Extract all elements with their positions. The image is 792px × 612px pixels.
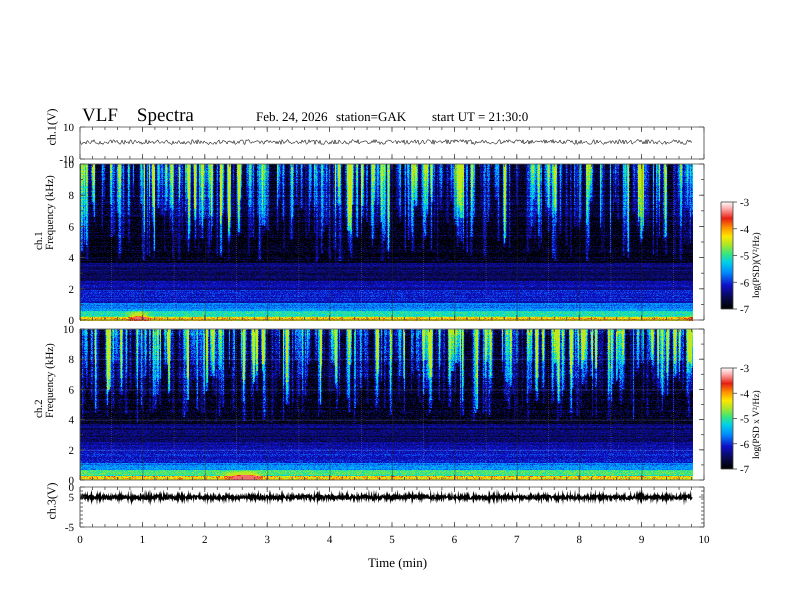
svg-text:0: 0 <box>69 482 75 494</box>
svg-text:-5: -5 <box>740 251 750 263</box>
svg-text:8: 8 <box>576 534 582 546</box>
svg-text:5: 5 <box>389 534 395 546</box>
svg-text:-6: -6 <box>740 277 750 289</box>
svg-text:10: 10 <box>63 159 75 171</box>
svg-text:2: 2 <box>202 534 208 546</box>
svg-text:4: 4 <box>69 415 75 427</box>
svg-text:1: 1 <box>140 534 146 546</box>
svg-text:0: 0 <box>69 315 75 327</box>
svg-text:-5: -5 <box>740 414 750 426</box>
svg-text:-3: -3 <box>740 197 750 209</box>
svg-text:-4: -4 <box>740 388 750 400</box>
svg-text:6: 6 <box>452 534 458 546</box>
svg-text:-3: -3 <box>740 363 750 375</box>
svg-text:6: 6 <box>69 384 75 396</box>
svg-text:-10: -10 <box>59 154 74 166</box>
svg-text:7: 7 <box>514 534 520 546</box>
svg-text:10: 10 <box>63 324 75 336</box>
svg-text:10: 10 <box>63 122 75 134</box>
svg-text:8: 8 <box>69 190 75 202</box>
svg-text:-7: -7 <box>740 464 750 476</box>
svg-text:2: 2 <box>69 445 75 457</box>
svg-text:9: 9 <box>639 534 645 546</box>
svg-text:-5: -5 <box>65 522 75 534</box>
svg-text:3: 3 <box>264 534 270 546</box>
svg-text:10: 10 <box>699 534 711 546</box>
svg-text:-7: -7 <box>740 304 750 316</box>
svg-text:-6: -6 <box>740 439 750 451</box>
svg-text:0: 0 <box>77 534 83 546</box>
svg-text:4: 4 <box>327 534 333 546</box>
svg-text:4: 4 <box>69 253 75 265</box>
svg-text:-4: -4 <box>740 224 750 236</box>
svg-text:5: 5 <box>69 492 75 504</box>
svg-text:2: 2 <box>69 284 75 296</box>
svg-text:8: 8 <box>69 354 75 366</box>
svg-text:6: 6 <box>69 221 75 233</box>
svg-text:0: 0 <box>69 475 75 487</box>
